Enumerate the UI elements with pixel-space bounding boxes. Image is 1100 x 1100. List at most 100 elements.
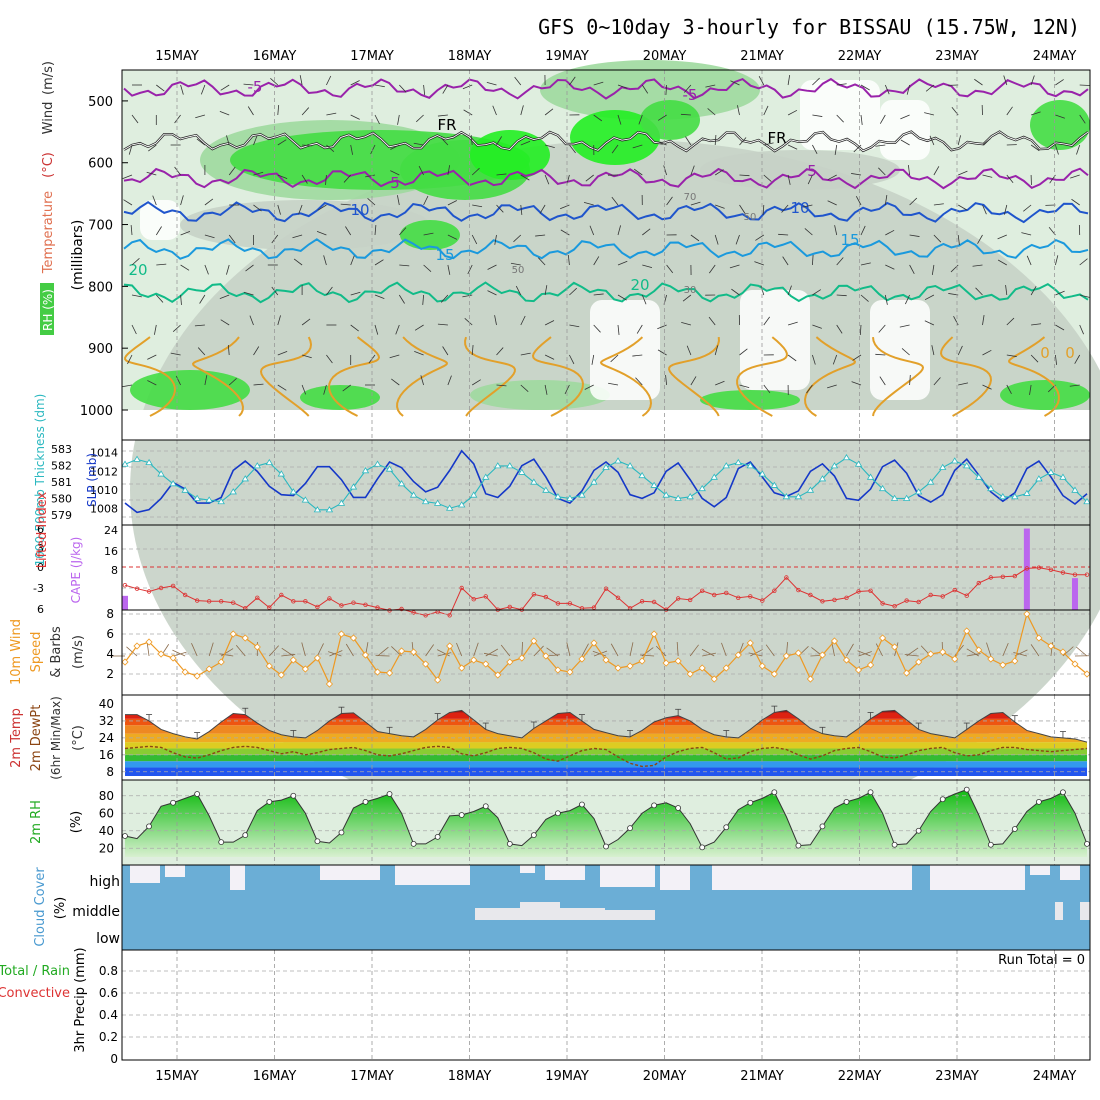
wind-speed-marker: [482, 660, 490, 668]
wind-barb: [271, 286, 279, 296]
wind-barb: [374, 259, 384, 266]
lifted-index-marker: [675, 596, 681, 601]
cloud-gap-high: [930, 865, 1025, 890]
wind-barb: [277, 384, 287, 391]
rh-marker: [987, 841, 994, 848]
lifted-index-marker: [760, 598, 765, 603]
wind-tick: 4: [106, 647, 114, 661]
thickness-marker: [710, 473, 718, 480]
wind-barb: [737, 105, 740, 116]
wind-barb: [194, 324, 205, 327]
rh-marker: [338, 829, 345, 836]
wind-barb: [787, 354, 797, 362]
cloud-gap-high: [395, 865, 470, 885]
wind-barb: [1030, 111, 1041, 116]
cloud-gap-high: [320, 865, 380, 880]
isotherm-15: [123, 238, 1089, 260]
wind-barb: [593, 114, 603, 122]
lifted-index-marker: [639, 599, 645, 604]
wind-barb: [804, 228, 813, 236]
wind-barb: [253, 346, 260, 356]
contour-label: 0: [1065, 344, 1075, 362]
wind-barb: [299, 75, 303, 86]
thickness-marker: [157, 470, 165, 477]
wind-barb: [496, 347, 504, 356]
wind-speed-marker: [650, 630, 658, 638]
wind-barb: [569, 76, 576, 86]
thickness-marker: [530, 478, 538, 485]
wind-barb: [748, 652, 763, 657]
wind-barb: [632, 354, 643, 357]
wind-barb: [617, 294, 627, 301]
wind-barb: [350, 291, 361, 296]
wind-barb: [715, 204, 725, 209]
wind-barb: [153, 324, 157, 335]
date-label-top: 20MAY: [643, 49, 687, 64]
wind-barb: [147, 354, 157, 360]
date-label-bottom: 24MAY: [1033, 1069, 1077, 1084]
rh-marker: [242, 832, 249, 839]
rh-legend-swatch: [40, 283, 54, 335]
contour-label: 0: [1040, 344, 1050, 362]
chart-title: GFS 0~10day 3-hourly for BISSAU (15.75W,…: [538, 15, 1080, 39]
lifted-index-marker: [399, 606, 404, 612]
slp-tick: 1012: [90, 465, 118, 478]
lifted-index-marker: [820, 599, 825, 604]
wind-barb: [367, 198, 376, 206]
slp-thickness-panel: 579 580 581 582 583 1008 1010 1012 1014 1000-500m…: [33, 394, 1091, 566]
thickness-marker: [999, 493, 1007, 500]
wind-speed-marker: [734, 651, 742, 659]
lifted-index-marker: [327, 596, 332, 601]
wind-speed-marker: [879, 634, 887, 642]
wind-speed-marker: [181, 668, 189, 676]
wind-barb: [569, 144, 576, 154]
wind-barb: [174, 166, 181, 176]
wind-barb: [219, 294, 230, 299]
wind-barb: [832, 354, 838, 365]
wind-barb: [293, 258, 303, 266]
rh-marker: [1036, 798, 1042, 805]
wind-barb: [1030, 286, 1037, 296]
precip-tick: 0.2: [99, 1030, 118, 1044]
wind-barb: [878, 167, 886, 176]
lifted-index-marker: [880, 601, 885, 606]
thickness-marker: [289, 488, 298, 495]
wind-barb: [593, 650, 608, 657]
rh-marker: [458, 812, 465, 818]
wind-speed-marker: [157, 650, 165, 658]
thickness-marker: [397, 480, 406, 487]
wind-barb: [323, 255, 327, 266]
date-label-top: 22MAY: [838, 49, 882, 64]
thickness-marker: [494, 462, 502, 469]
wind-speed-marker: [229, 630, 237, 638]
rh-marker: [362, 798, 369, 805]
rh-marker: [482, 803, 489, 810]
wind-barb: [414, 324, 424, 331]
lifted-index-marker: [471, 597, 476, 602]
wind-speed-marker: [987, 655, 995, 663]
thickness-marker: [217, 497, 225, 505]
contour-label: 20: [128, 261, 147, 279]
precip-tick: 0.8: [99, 964, 118, 978]
contour-label: 70: [684, 192, 697, 203]
wind-barb: [707, 108, 716, 116]
wind-speed-marker: [193, 672, 201, 680]
wind-barb: [1070, 174, 1080, 179]
wind-barb: [326, 144, 335, 152]
wind-barb: [326, 354, 333, 364]
wind-barb: [537, 257, 546, 266]
wind-barb: [1003, 75, 1008, 86]
wind-barb: [812, 254, 814, 266]
cloud-gap-high: [1060, 865, 1080, 880]
wind-speed-marker: [854, 666, 863, 674]
thickness-marker: [409, 491, 418, 498]
wind-barb: [907, 165, 910, 176]
pressure-axis-label: (millibars): [70, 220, 86, 291]
wind-barb: [227, 345, 230, 356]
contour-label: -5: [683, 86, 698, 104]
rh-region: [400, 220, 460, 250]
wind-barb: [1055, 354, 1058, 365]
cloud-gap-high: [1030, 865, 1050, 875]
rh-marker: [771, 789, 778, 796]
wind-barb: [152, 195, 157, 206]
